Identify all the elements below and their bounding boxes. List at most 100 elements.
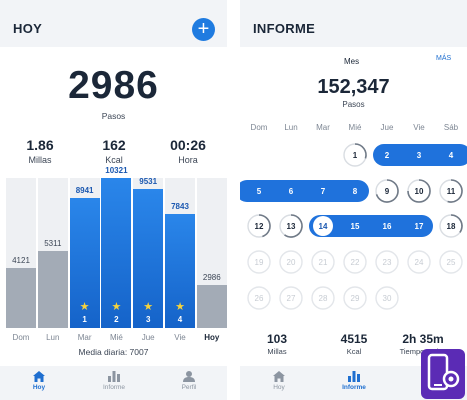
day-ring	[343, 250, 367, 274]
calendar-day[interactable]: 15	[351, 222, 360, 231]
profile-icon	[183, 371, 195, 382]
calendar-day[interactable]: 21	[319, 258, 328, 267]
calendar-day[interactable]: 28	[319, 294, 328, 303]
calendar-day[interactable]: 13	[287, 222, 296, 231]
monthly-steps-count: 152,347	[317, 76, 390, 98]
day-label: Mié	[109, 333, 123, 342]
stat-value: 103	[266, 332, 288, 346]
day-progress-arc	[450, 214, 463, 233]
calendar-day[interactable]: 17	[415, 222, 424, 231]
calendar-day[interactable]: 11	[447, 187, 456, 196]
calendar-day[interactable]: 20	[287, 258, 296, 267]
stat-miles: 1.86 Millas	[10, 137, 70, 165]
bar-mié[interactable]	[101, 178, 132, 328]
page-title: INFORME	[253, 21, 316, 36]
day-ring	[343, 286, 367, 310]
bar-lun[interactable]	[37, 251, 68, 328]
weekday-label: Sáb	[443, 123, 459, 132]
calendar-day[interactable]: 1	[353, 151, 358, 160]
star-icon: ★	[143, 301, 154, 313]
stat-value: 1.86	[26, 137, 54, 153]
today-screen: HOY + 2986 Pasos 1.86 Millas 162 Kcal 00…	[0, 0, 227, 400]
bar-hoy[interactable]	[196, 285, 227, 328]
calendar-day[interactable]: 8	[353, 187, 358, 196]
panel-divider	[227, 0, 240, 400]
weekday-label: Vie	[413, 123, 425, 132]
day-progress-arc	[258, 214, 271, 238]
stat-label: Kcal	[105, 155, 123, 165]
stat-kcal: 162 Kcal	[84, 137, 144, 165]
tab-hoy[interactable]: Hoy	[9, 371, 69, 391]
report-screen: INFORME Mes MÁS 152,347 Pasos Dom Lun Mar M…	[240, 0, 467, 400]
stat-label: Kcal	[346, 347, 362, 356]
more-link[interactable]: MÁS	[436, 55, 452, 62]
day-progress-arc	[407, 179, 431, 203]
calendar-day[interactable]: 2	[385, 151, 390, 160]
steps-label: Pasos	[101, 111, 126, 121]
calendar-day[interactable]: 24	[415, 258, 424, 267]
calendar-day[interactable]: 18	[447, 222, 456, 231]
bar-vie[interactable]	[165, 214, 195, 328]
weekday-label: Lun	[284, 123, 298, 132]
bar-value-label: 9531	[139, 177, 158, 186]
star-icon: ★	[79, 301, 90, 313]
tab-label: Informe	[102, 384, 126, 391]
calendar-day[interactable]: 27	[287, 294, 296, 303]
calendar-day[interactable]: 6	[289, 187, 294, 196]
home-icon	[273, 371, 285, 382]
stat-value: 00:26	[170, 137, 206, 153]
phone-gear-icon	[427, 353, 460, 391]
calendar-day[interactable]: 5	[257, 187, 262, 196]
weekday-label: Dom	[250, 123, 268, 132]
tab-bar: Hoy Informe Perfil	[0, 366, 227, 400]
header: HOY +	[0, 0, 227, 47]
calendar-day[interactable]: 22	[351, 258, 360, 267]
calendar-day[interactable]: 3	[417, 151, 422, 160]
add-button[interactable]: +	[192, 18, 215, 41]
bar-value-label: 8941	[75, 186, 94, 195]
calendar-day[interactable]: 16	[383, 222, 392, 231]
home-icon	[33, 371, 45, 382]
tab-hoy[interactable]: Hoy	[249, 371, 309, 391]
bar-mar[interactable]	[69, 198, 100, 328]
day-label: Dom	[12, 333, 30, 342]
calendar-day[interactable]: 25	[447, 258, 456, 267]
calendar-day[interactable]: 12	[255, 222, 264, 231]
calendar-day[interactable]: 26	[255, 294, 264, 303]
calendar-day[interactable]: 4	[449, 151, 454, 160]
weekday-label: Mié	[348, 123, 362, 132]
day-progress-arc	[375, 179, 399, 203]
calendar-day[interactable]: 30	[383, 294, 392, 303]
tab-informe[interactable]: Informe	[84, 371, 144, 391]
calendar-day[interactable]: 10	[415, 187, 424, 196]
day-ring	[375, 250, 399, 274]
day-ring	[375, 286, 399, 310]
day-label: Mar	[77, 333, 92, 342]
bar-chart-icon	[108, 371, 120, 382]
weekday-label: Mar	[316, 123, 330, 132]
period-tab-month[interactable]: Mes	[344, 57, 360, 66]
stat-value: 4515	[340, 332, 368, 346]
header: INFORME	[240, 0, 467, 47]
bar-jue[interactable]	[133, 189, 164, 328]
bar-dom[interactable]	[6, 268, 36, 328]
tab-informe[interactable]: Informe	[324, 371, 384, 391]
star-count: 1	[82, 315, 87, 324]
calendar-day[interactable]: 7	[321, 187, 326, 196]
day-ring	[311, 250, 335, 274]
bar-value-label: 10321	[105, 166, 128, 175]
bar-chart-icon	[348, 371, 360, 382]
day-ring	[311, 286, 335, 310]
calendar-day[interactable]: 14	[319, 222, 328, 231]
calendar-day[interactable]: 29	[351, 294, 360, 303]
day-ring	[279, 286, 303, 310]
tab-label: Informe	[342, 384, 366, 391]
goal-streak-pill	[240, 180, 369, 202]
calendar-day[interactable]: 23	[383, 258, 392, 267]
tab-perfil[interactable]: Perfil	[159, 371, 219, 391]
day-label: Lun	[46, 333, 60, 342]
calendar-day[interactable]: 9	[385, 187, 390, 196]
calendar-day[interactable]: 19	[255, 258, 264, 267]
day-ring	[247, 286, 271, 310]
day-ring	[439, 250, 463, 274]
